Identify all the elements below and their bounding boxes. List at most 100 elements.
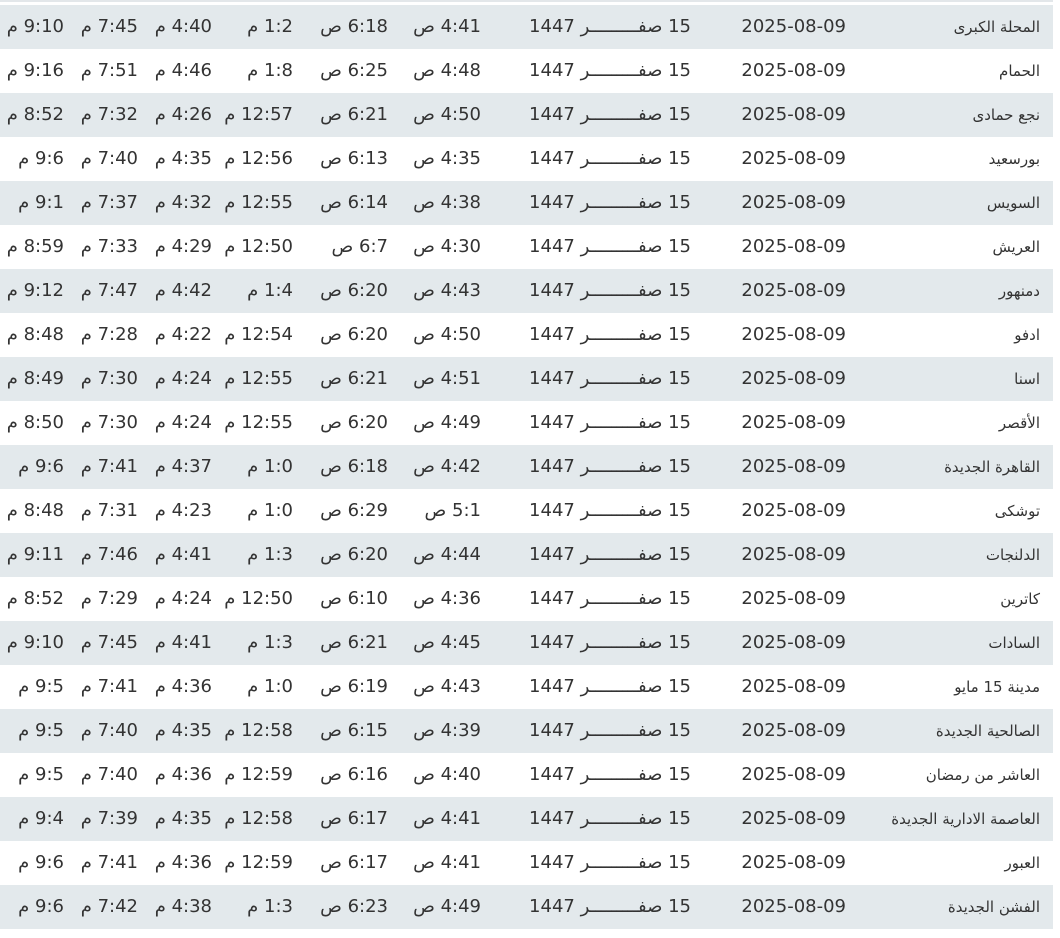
cell-sunrise: 6:29 ص <box>320 500 388 521</box>
cell-asr: 4:42 م <box>154 280 212 301</box>
cell-fajr: 4:38 ص <box>413 192 481 213</box>
table-row: اسنا 2025-08-09 15 صفـــــــــر 1447 4:51 ص… <box>0 357 1053 401</box>
table-row: توشكى 2025-08-09 15 صفـــــــــر 1447 5:1 ص… <box>0 489 1053 533</box>
cell-sunrise: 6:10 ص <box>320 588 388 609</box>
cell-isha: 9:10 م <box>6 632 64 653</box>
cell-hijri: 15 صفـــــــــر 1447 <box>529 544 691 565</box>
cell-fajr: 4:30 ص <box>413 236 481 257</box>
cell-dhuhr: 12:59 م <box>224 764 293 785</box>
cell-maghrib: 7:51 م <box>80 60 138 81</box>
cell-maghrib: 7:45 م <box>80 16 138 37</box>
cell-dhuhr: 12:58 م <box>224 720 293 741</box>
cell-date: 2025-08-09 <box>741 500 846 521</box>
cell-dhuhr: 12:55 م <box>224 412 293 433</box>
cell-fajr: 4:36 ص <box>413 588 481 609</box>
cell-asr: 4:36 م <box>154 852 212 873</box>
cell-date: 2025-08-09 <box>741 544 846 565</box>
cell-sunrise: 6:23 ص <box>320 896 388 917</box>
cell-maghrib: 7:37 م <box>80 192 138 213</box>
cell-date: 2025-08-09 <box>741 16 846 37</box>
cell-maghrib: 7:40 م <box>80 720 138 741</box>
cell-isha: 9:6 م <box>18 148 64 169</box>
cell-sunrise: 6:20 ص <box>320 280 388 301</box>
cell-isha: 9:5 م <box>18 764 64 785</box>
cell-asr: 4:40 م <box>154 16 212 37</box>
cell-sunrise: 6:7 ص <box>331 236 388 257</box>
cell-city: اسنا <box>1014 370 1040 388</box>
cell-city: العاشر من رمضان <box>925 766 1040 784</box>
cell-dhuhr: 1:8 م <box>247 60 293 81</box>
cell-city: الأقصر <box>998 414 1040 432</box>
cell-isha: 9:10 م <box>6 16 64 37</box>
cell-city: العريش <box>992 238 1040 256</box>
cell-isha: 9:11 م <box>6 544 64 565</box>
cell-sunrise: 6:13 ص <box>320 148 388 169</box>
cell-date: 2025-08-09 <box>741 324 846 345</box>
cell-city: السادات <box>988 634 1040 652</box>
cell-isha: 8:52 م <box>6 588 64 609</box>
cell-city: نجع حمادى <box>972 106 1040 124</box>
cell-city: توشكى <box>994 502 1040 520</box>
cell-date: 2025-08-09 <box>741 808 846 829</box>
cell-asr: 4:23 م <box>154 500 212 521</box>
cell-maghrib: 7:45 م <box>80 632 138 653</box>
cell-fajr: 4:50 ص <box>413 324 481 345</box>
cell-isha: 8:49 م <box>6 368 64 389</box>
cell-asr: 4:41 م <box>154 632 212 653</box>
cell-fajr: 4:45 ص <box>413 632 481 653</box>
cell-isha: 9:1 م <box>18 192 64 213</box>
table-row: ادفو 2025-08-09 15 صفـــــــــر 1447 4:50 ص… <box>0 313 1053 357</box>
cell-hijri: 15 صفـــــــــر 1447 <box>529 192 691 213</box>
cell-maghrib: 7:39 م <box>80 808 138 829</box>
table-row: المحلة الكبرى 2025-08-09 15 صفـــــــــر 1… <box>0 5 1053 49</box>
cell-city: القاهرة الجديدة <box>944 458 1040 476</box>
cell-maghrib: 7:28 م <box>80 324 138 345</box>
prayer-times-table: المحلة الكبرى 2025-08-09 15 صفـــــــــر 1… <box>0 5 1053 929</box>
cell-sunrise: 6:21 ص <box>320 632 388 653</box>
cell-sunrise: 6:17 ص <box>320 808 388 829</box>
cell-date: 2025-08-09 <box>741 896 846 917</box>
cell-hijri: 15 صفـــــــــر 1447 <box>529 632 691 653</box>
table-row: الحمام 2025-08-09 15 صفـــــــــر 1447 4:48… <box>0 49 1053 93</box>
cell-date: 2025-08-09 <box>741 148 846 169</box>
cell-dhuhr: 1:2 م <box>247 16 293 37</box>
cell-hijri: 15 صفـــــــــر 1447 <box>529 588 691 609</box>
cell-maghrib: 7:42 م <box>80 896 138 917</box>
cell-sunrise: 6:14 ص <box>320 192 388 213</box>
cell-city: الفشن الجديدة <box>947 898 1040 916</box>
cell-fajr: 4:50 ص <box>413 104 481 125</box>
cell-dhuhr: 12:59 م <box>224 852 293 873</box>
cell-fajr: 4:51 ص <box>413 368 481 389</box>
cell-date: 2025-08-09 <box>741 632 846 653</box>
cell-dhuhr: 12:50 م <box>224 588 293 609</box>
cell-asr: 4:24 م <box>154 368 212 389</box>
cell-maghrib: 7:31 م <box>80 500 138 521</box>
cell-isha: 9:5 م <box>18 676 64 697</box>
cell-fajr: 4:43 ص <box>413 280 481 301</box>
cell-city: الدلنجات <box>985 546 1040 564</box>
cell-city: العبور <box>1004 854 1041 872</box>
table-row: السادات 2025-08-09 15 صفـــــــــر 1447 4:4… <box>0 621 1053 665</box>
cell-fajr: 4:40 ص <box>413 764 481 785</box>
cell-hijri: 15 صفـــــــــر 1447 <box>529 60 691 81</box>
cell-dhuhr: 12:54 م <box>224 324 293 345</box>
cell-isha: 8:50 م <box>6 412 64 433</box>
cell-hijri: 15 صفـــــــــر 1447 <box>529 280 691 301</box>
cell-maghrib: 7:32 م <box>80 104 138 125</box>
cell-dhuhr: 12:56 م <box>224 148 293 169</box>
cell-fajr: 4:49 ص <box>413 412 481 433</box>
cell-city: مدينة 15 مايو <box>954 678 1040 696</box>
cell-hijri: 15 صفـــــــــر 1447 <box>529 412 691 433</box>
cell-hijri: 15 صفـــــــــر 1447 <box>529 148 691 169</box>
cell-hijri: 15 صفـــــــــر 1447 <box>529 236 691 257</box>
cell-maghrib: 7:41 م <box>80 852 138 873</box>
cell-isha: 9:6 م <box>18 896 64 917</box>
cell-fajr: 4:42 ص <box>413 456 481 477</box>
cell-asr: 4:22 م <box>154 324 212 345</box>
table-row: الأقصر 2025-08-09 15 صفـــــــــر 1447 4:49… <box>0 401 1053 445</box>
cell-sunrise: 6:21 ص <box>320 368 388 389</box>
cell-fajr: 4:43 ص <box>413 676 481 697</box>
cell-fajr: 4:49 ص <box>413 896 481 917</box>
cell-date: 2025-08-09 <box>741 456 846 477</box>
cell-fajr: 4:41 ص <box>413 808 481 829</box>
